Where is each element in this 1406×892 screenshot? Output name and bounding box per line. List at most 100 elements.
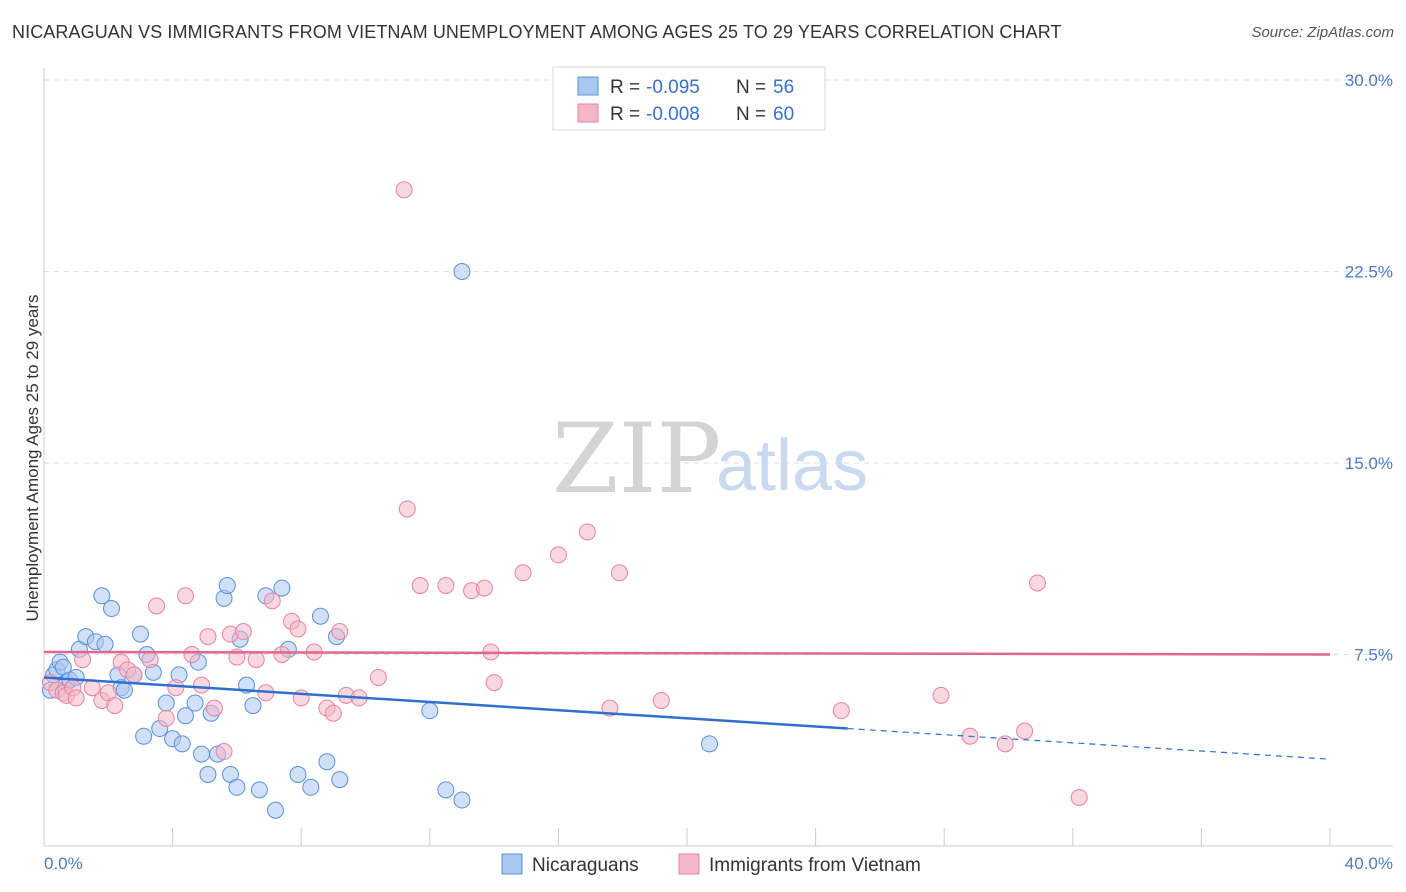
point-vietnam [996, 735, 1014, 753]
point-vietnam [1016, 722, 1034, 740]
axes [43, 68, 1393, 847]
point-vietnam [199, 628, 217, 646]
point-vietnam [324, 704, 342, 722]
point-nicaraguans [318, 753, 336, 771]
grid-lines [44, 79, 1393, 655]
trend-line-vietnam [43, 650, 1331, 656]
bottom-legend-swatch-nicaraguans [501, 853, 523, 875]
point-nicaraguans [199, 766, 217, 784]
point-vietnam [263, 592, 281, 610]
legend-swatch-nicaraguans [577, 76, 599, 96]
top-legend: R = -0.095 N = 56 R = -0.008 N = 60 [552, 66, 826, 131]
legend-n-label: N = [736, 77, 766, 98]
point-vietnam [610, 564, 628, 582]
point-vietnam [932, 686, 950, 704]
point-nicaraguans [176, 707, 194, 725]
point-vietnam [141, 651, 159, 669]
bottom-legend: Nicaraguans Immigrants from Vietnam [501, 853, 921, 876]
point-vietnam [549, 546, 567, 564]
trend-lines [43, 650, 1331, 760]
point-vietnam [148, 597, 166, 615]
point-nicaraguans [186, 694, 204, 712]
point-vietnam [1028, 574, 1046, 592]
point-vietnam [183, 646, 201, 663]
point-nicaraguans [173, 735, 191, 753]
point-vietnam [398, 500, 416, 518]
point-vietnam [215, 743, 233, 761]
point-vietnam [67, 689, 85, 707]
point-vietnam [205, 699, 223, 717]
y-axis-label: Unemployment Among Ages 25 to 29 years [23, 295, 42, 622]
watermark-zip: ZIP [552, 403, 721, 515]
bottom-legend-swatch-vietnam [678, 853, 700, 875]
point-vietnam [234, 623, 252, 641]
point-nicaraguans [115, 681, 133, 699]
point-nicaraguans [421, 702, 439, 720]
point-nicaraguans [302, 778, 320, 796]
y-tick-label: 15.0% [1345, 454, 1393, 473]
point-vietnam [578, 523, 596, 541]
legend-r-value: -0.008 [646, 104, 700, 125]
watermark: ZIP atlas [552, 403, 868, 515]
trend-line-nicaraguans [43, 676, 848, 730]
point-vietnam [369, 668, 387, 686]
point-nicaraguans [93, 587, 111, 605]
point-nicaraguans [135, 727, 153, 745]
legend-r-label: R = [610, 104, 640, 125]
point-nicaraguans [273, 579, 291, 597]
data-points [41, 181, 1088, 819]
point-nicaraguans [453, 791, 471, 809]
point-nicaraguans [131, 625, 149, 643]
bottom-legend-label-vietnam: Immigrants from Vietnam [709, 855, 921, 876]
point-vietnam [1070, 788, 1088, 806]
legend-r-value: -0.095 [646, 77, 700, 98]
point-vietnam [167, 679, 185, 697]
legend-swatch-vietnam [577, 103, 599, 123]
point-vietnam [832, 702, 850, 720]
point-nicaraguans [701, 735, 719, 753]
y-tick-label: 22.5% [1345, 263, 1393, 282]
point-nicaraguans [193, 745, 211, 763]
point-nicaraguans [331, 771, 349, 789]
point-vietnam [652, 691, 670, 709]
point-nicaraguans [244, 697, 262, 715]
source-label: Source: ZipAtlas.com [1251, 24, 1394, 41]
point-vietnam [106, 697, 124, 715]
point-vietnam [247, 651, 265, 669]
point-nicaraguans [157, 694, 175, 712]
watermark-atlas: atlas [716, 426, 868, 506]
point-vietnam [273, 646, 291, 663]
point-nicaraguans [103, 600, 121, 618]
y-tick-label: 30.0% [1345, 71, 1393, 90]
x-tick-label: 0.0% [44, 854, 83, 873]
point-nicaraguans [228, 778, 246, 796]
point-nicaraguans [453, 263, 471, 280]
bottom-legend-label-nicaraguans: Nicaraguans [532, 855, 639, 876]
point-vietnam [157, 709, 175, 727]
point-vietnam [74, 651, 92, 669]
point-nicaraguans [218, 577, 236, 595]
point-vietnam [395, 181, 413, 199]
point-vietnam [437, 577, 455, 595]
legend-n-label: N = [736, 104, 766, 125]
point-nicaraguans [96, 635, 114, 653]
trend-line-nicaraguans-extension [847, 727, 1331, 760]
point-vietnam [514, 564, 532, 582]
point-vietnam [475, 579, 493, 597]
point-vietnam [485, 674, 503, 692]
point-vietnam [176, 587, 194, 605]
point-vietnam [125, 666, 143, 684]
point-vietnam [411, 577, 429, 595]
point-vietnam [193, 676, 211, 694]
legend-n-value: 60 [773, 104, 794, 125]
chart-title: NICARAGUAN VS IMMIGRANTS FROM VIETNAM UN… [12, 22, 1062, 42]
y-tick-label: 7.5% [1354, 646, 1393, 665]
point-vietnam [289, 620, 307, 638]
legend-n-value: 56 [773, 77, 794, 98]
point-nicaraguans [437, 781, 455, 799]
point-nicaraguans [289, 766, 307, 784]
point-nicaraguans [266, 801, 284, 819]
tick-labels: 7.5% 15.0% 22.5% 30.0% 0.0% 40.0% [44, 71, 1393, 873]
point-nicaraguans [311, 607, 329, 625]
